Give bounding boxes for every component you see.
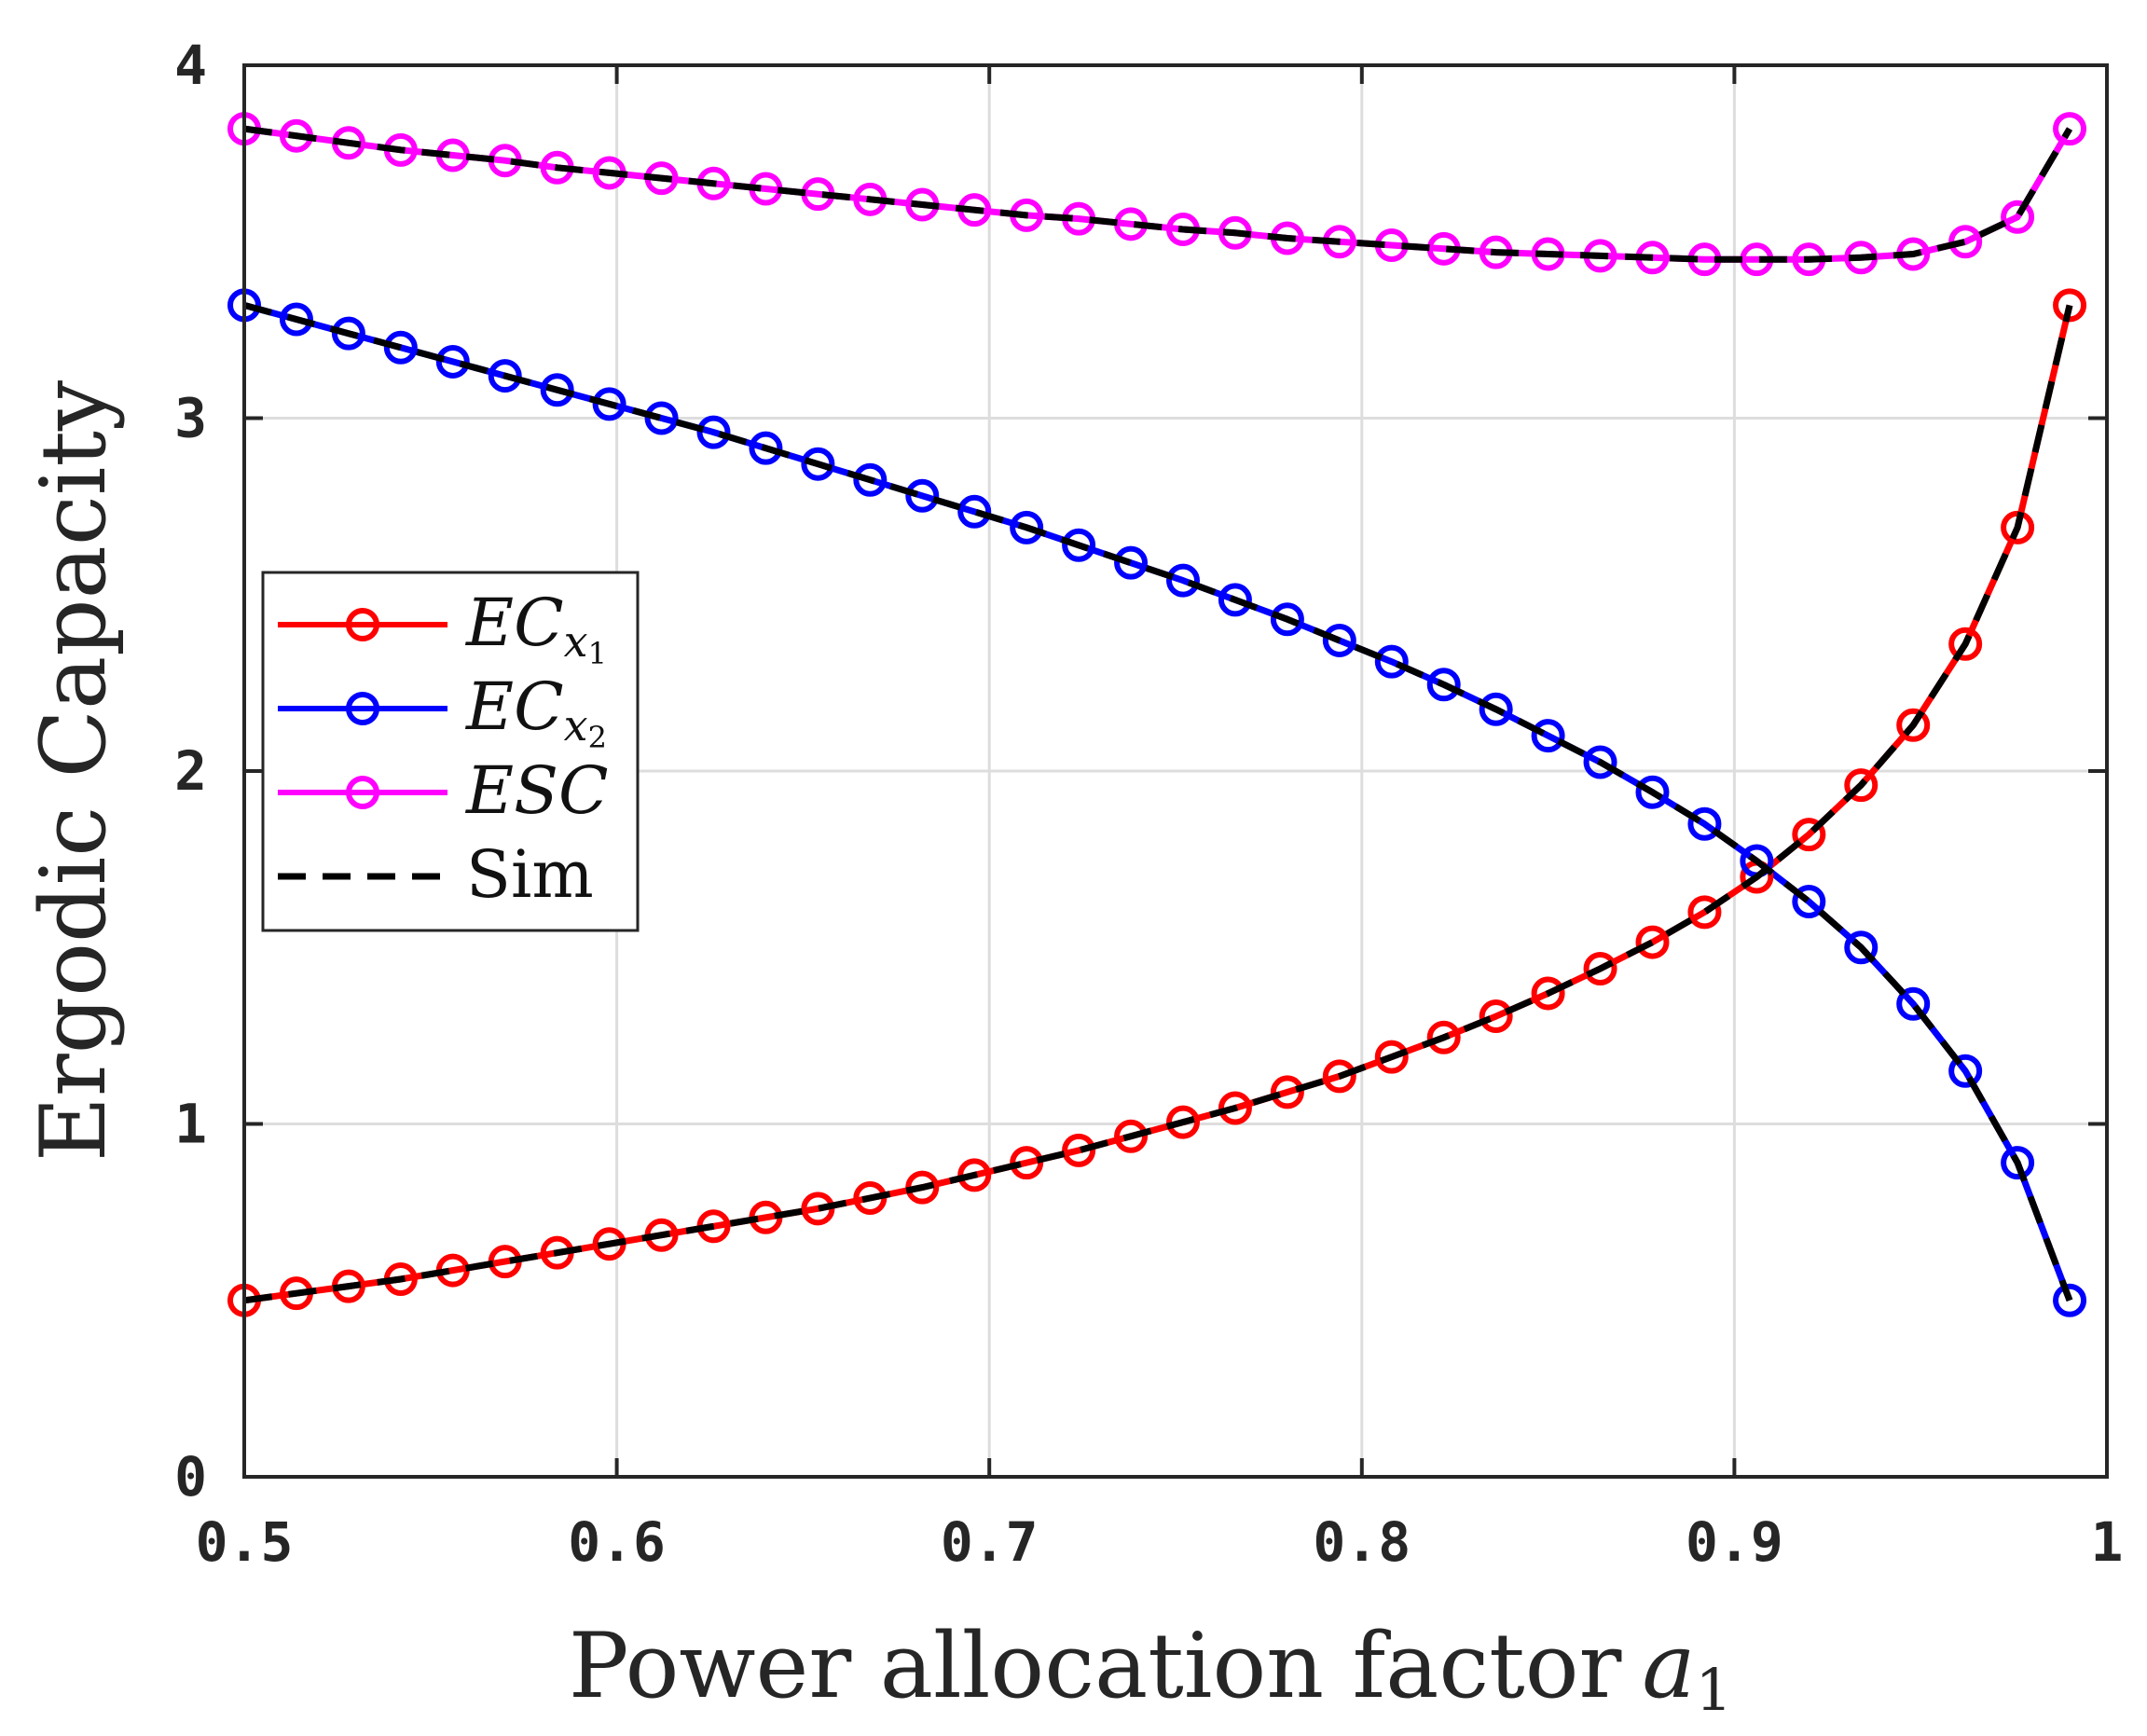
data-point-ec-x1 <box>1844 768 1879 803</box>
legend-label-ec-x2: ECx2 <box>464 668 607 755</box>
legend-entry-esc: ESC <box>278 752 609 829</box>
legend-entry-ec-x2: ECx2 <box>278 668 607 755</box>
data-point-ec-x2 <box>1114 545 1149 580</box>
data-point-ec-x1 <box>1322 1059 1356 1094</box>
data-point-ec-x2 <box>592 387 626 421</box>
y-axis-title: Ergodic Capacity <box>21 380 126 1162</box>
data-point-esc <box>1948 225 1983 259</box>
data-point-ec-x2 <box>801 447 835 481</box>
x-tick-label: 0.8 <box>1313 1510 1411 1574</box>
data-point-ec-x2 <box>2001 1146 2035 1180</box>
data-point-ec-x2 <box>383 330 418 365</box>
data-point-ec-x2 <box>1218 583 1252 617</box>
legend-marker-ec-x1 <box>346 608 379 641</box>
data-point-ec-x2 <box>1687 806 1722 841</box>
x-axis-title-symbol: a <box>1642 1614 1695 1718</box>
data-point-ec-x2 <box>1426 668 1461 702</box>
data-point-ec-x1 <box>1270 1075 1304 1109</box>
data-point-ec-x1 <box>1583 951 1617 985</box>
legend-label-ec-x2-sub: x <box>564 700 588 751</box>
y-tick-label: 2 <box>174 739 207 803</box>
x-axis-title: Power allocation factor a1 <box>569 1614 1732 1724</box>
legend-marker-ec-x2 <box>346 692 379 725</box>
series-layer <box>227 112 2087 1317</box>
data-point-ec-x1 <box>1374 1040 1409 1074</box>
x-tick-label: 0.6 <box>568 1510 666 1574</box>
data-point-ec-x2 <box>1165 563 1200 598</box>
data-point-esc <box>2053 112 2087 146</box>
data-point-ec-x2 <box>1322 623 1356 657</box>
data-point-ec-x2 <box>1583 745 1617 779</box>
data-point-ec-x2 <box>1062 528 1096 562</box>
data-point-ec-x2 <box>1531 719 1565 753</box>
legend-label-ec-x1-main: EC <box>464 585 564 661</box>
legend-label-esc: ESC <box>464 752 609 829</box>
legend-label-ec-x2-subsub: 2 <box>588 720 607 755</box>
data-point-ec-x1 <box>1792 818 1826 852</box>
legend-label-sim: Sim <box>466 836 594 913</box>
data-point-ec-x2 <box>644 401 679 435</box>
data-point-ec-x1 <box>1531 976 1565 1011</box>
legend: ECx1 ECx2 ESC Sim <box>261 571 640 932</box>
data-point-ec-x1 <box>1635 925 1670 959</box>
data-point-ec-x2 <box>1010 510 1044 544</box>
data-point-ec-x2 <box>435 344 470 379</box>
legend-label-ec-x1-sub: x <box>564 616 588 667</box>
y-tick-label: 3 <box>174 387 207 450</box>
x-tick-label: 1 <box>2091 1510 2124 1574</box>
data-point-ec-x1 <box>1687 895 1722 930</box>
x-axis-title-text: Power allocation factor <box>569 1614 1622 1718</box>
data-point-ec-x2 <box>279 302 313 337</box>
y-tick-label: 0 <box>174 1445 207 1509</box>
data-point-ec-x1 <box>1426 1020 1461 1054</box>
legend-label-ec-x1-subsub: 1 <box>588 636 607 671</box>
sim-line-esc <box>243 125 2073 263</box>
data-point-ec-x2 <box>2053 1283 2087 1317</box>
data-point-ec-x1 <box>1948 627 1983 661</box>
data-point-ec-x2 <box>1479 692 1513 726</box>
data-point-ec-x2 <box>696 415 731 449</box>
x-tick-label: 0.9 <box>1686 1510 1783 1574</box>
data-point-ec-x2 <box>1948 1054 1983 1088</box>
data-point-ec-x2 <box>905 478 940 513</box>
data-point-ec-x2 <box>1374 644 1409 679</box>
data-point-ec-x2 <box>1635 775 1670 809</box>
data-point-ec-x2 <box>957 494 992 529</box>
data-point-ec-x1 <box>1062 1133 1096 1167</box>
y-tick-label: 1 <box>174 1093 207 1156</box>
data-point-esc <box>2001 200 2035 234</box>
legend-entry-sim: Sim <box>278 836 594 913</box>
data-point-ec-x2 <box>488 359 522 393</box>
data-point-ec-x2 <box>1844 930 1879 965</box>
x-axis-title-subscript: 1 <box>1696 1656 1732 1724</box>
y-tick-label: 4 <box>174 34 207 97</box>
data-point-ec-x2 <box>749 431 783 465</box>
legend-marker-esc <box>346 776 379 809</box>
x-tick-label: 0.5 <box>196 1510 294 1574</box>
sim-line-ec-x2 <box>243 302 2073 1302</box>
data-point-ec-x2 <box>1270 602 1304 637</box>
data-point-ec-x1 <box>1218 1091 1252 1125</box>
legend-box <box>261 571 640 932</box>
x-tick-label: 0.7 <box>941 1510 1039 1574</box>
data-point-ec-x1 <box>1896 708 1931 742</box>
legend-label-ec-x2-main: EC <box>464 668 564 745</box>
data-point-ec-x1 <box>1479 999 1513 1034</box>
data-point-ec-x1 <box>1165 1105 1200 1139</box>
data-point-ec-x1 <box>1114 1119 1149 1153</box>
data-point-ec-x2 <box>331 316 365 351</box>
data-point-ec-x2 <box>1792 885 1826 919</box>
legend-entry-ec-x1: ECx1 <box>278 585 607 671</box>
data-point-ec-x2 <box>540 373 574 407</box>
axis-ticks <box>242 63 2109 1479</box>
data-point-ec-x2 <box>853 462 888 497</box>
data-point-ec-x2 <box>1896 986 1931 1021</box>
tick-labels: 0.5 0.6 0.7 0.8 0.9 1 0 1 2 3 4 <box>174 34 2123 1574</box>
legend-label-ec-x1: ECx1 <box>464 585 607 671</box>
